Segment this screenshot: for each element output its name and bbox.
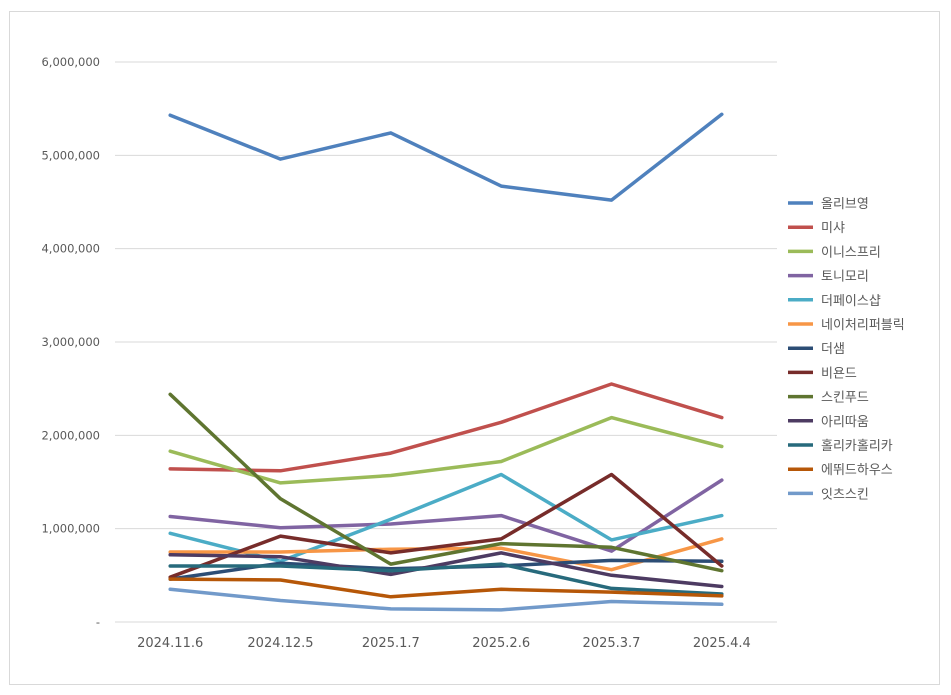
series-line: [168, 587, 724, 612]
series-line: [168, 112, 724, 202]
legend-label: 올리브영: [821, 197, 869, 212]
legend-label: 스킨푸드: [821, 391, 869, 406]
series-line: [168, 537, 724, 572]
series-line: [168, 472, 724, 579]
legend-label: 비욘드: [821, 366, 857, 381]
x-axis: 2024.11.6 2024.12.5 2025.1.7 2025.2.6 2025.3…: [137, 636, 751, 651]
gridlines: [115, 61, 777, 623]
x-tick-label: 2025.3.7: [583, 636, 641, 651]
line-chart: - 1,000,000 2,000,000 3,000,000 4,000,000 5,0…: [41, 55, 905, 651]
x-tick-label: 2025.1.7: [362, 636, 420, 651]
series-line: [168, 415, 724, 485]
chart-frame: - 1,000,000 2,000,000 3,000,000 4,000,000 5,0…: [9, 11, 940, 685]
legend-label: 네이처리퍼블릭: [821, 318, 905, 333]
y-tick-label: 1,000,000: [41, 522, 100, 536]
legend-label: 잇츠스킨: [821, 487, 869, 502]
x-tick-label: 2025.2.6: [472, 636, 530, 651]
y-tick-label: 2,000,000: [41, 428, 100, 442]
series-line: [168, 478, 724, 553]
series-line: [168, 551, 724, 589]
legend-label: 더페이스샵: [821, 294, 881, 309]
legend-label: 에뛰드하우스: [821, 463, 893, 478]
x-tick-label: 2025.4.4: [693, 636, 751, 651]
series-line: [168, 577, 724, 599]
y-axis-tick-labels: - 1,000,000 2,000,000 3,000,000 4,000,000 5,0…: [41, 55, 100, 629]
legend-label: 이니스프리: [821, 245, 881, 260]
y-tick-label: 3,000,000: [41, 335, 100, 349]
x-tick-label: 2024.11.6: [137, 636, 203, 651]
y-tick-label: 5,000,000: [41, 148, 100, 162]
series-line: [168, 562, 724, 596]
legend-label: 미샤: [821, 221, 845, 236]
x-tick-label: 2024.12.5: [247, 636, 313, 651]
legend-label: 더샘: [821, 342, 845, 357]
series-line: [168, 382, 724, 473]
legend-label: 토니모리: [821, 270, 869, 285]
y-tick-label: 6,000,000: [41, 55, 100, 69]
series-line: [168, 392, 724, 573]
legend-label: 홀리카홀리카: [821, 439, 893, 454]
series-lines: [168, 112, 724, 612]
legend-label: 아리따움: [821, 415, 869, 430]
y-tick-label: -: [96, 615, 100, 629]
legend: 올리브영미샤이니스프리토니모리더페이스샵네이처리퍼블릭더샘비욘드스킨푸드아리따움…: [788, 197, 905, 502]
y-tick-label: 4,000,000: [41, 242, 100, 256]
